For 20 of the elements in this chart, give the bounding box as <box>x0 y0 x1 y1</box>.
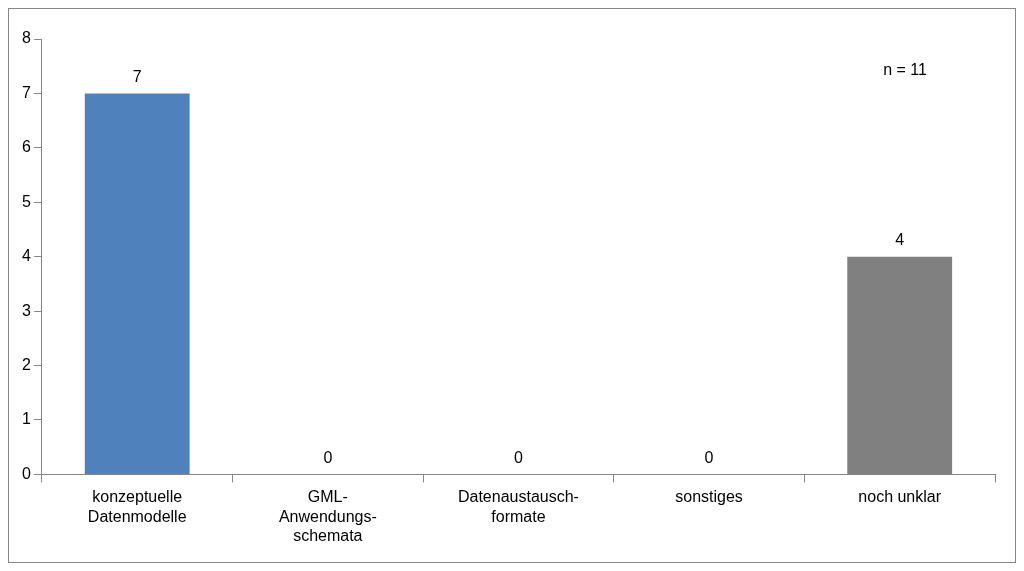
y-tick-label: 1 <box>21 410 31 428</box>
x-tick-label: sonstiges <box>675 488 743 506</box>
data-label: 0 <box>704 448 714 466</box>
x-tick-label: konzeptuelle Datenmodelle <box>87 488 187 525</box>
data-label: 0 <box>514 448 523 466</box>
data-label: 4 <box>895 231 905 249</box>
y-tick-label: 7 <box>21 83 31 101</box>
y-tick-label: 4 <box>21 247 31 265</box>
y-tick-label: 8 <box>21 29 31 47</box>
x-tick-label: noch unklar <box>858 488 942 506</box>
y-tick-label: 0 <box>21 464 31 482</box>
data-label: 0 <box>323 448 333 466</box>
y-tick-label: 2 <box>21 355 31 373</box>
x-tick-label: GML- Anwendungs- schemata <box>278 488 377 544</box>
x-tick-label: Datenaustausch- formate <box>457 488 579 525</box>
y-tick-label: 3 <box>21 301 31 319</box>
y-tick-label: 5 <box>21 192 31 210</box>
annotation: n = 11 <box>883 61 927 79</box>
data-label: 7 <box>132 67 142 85</box>
y-tick-label: 6 <box>21 138 31 156</box>
